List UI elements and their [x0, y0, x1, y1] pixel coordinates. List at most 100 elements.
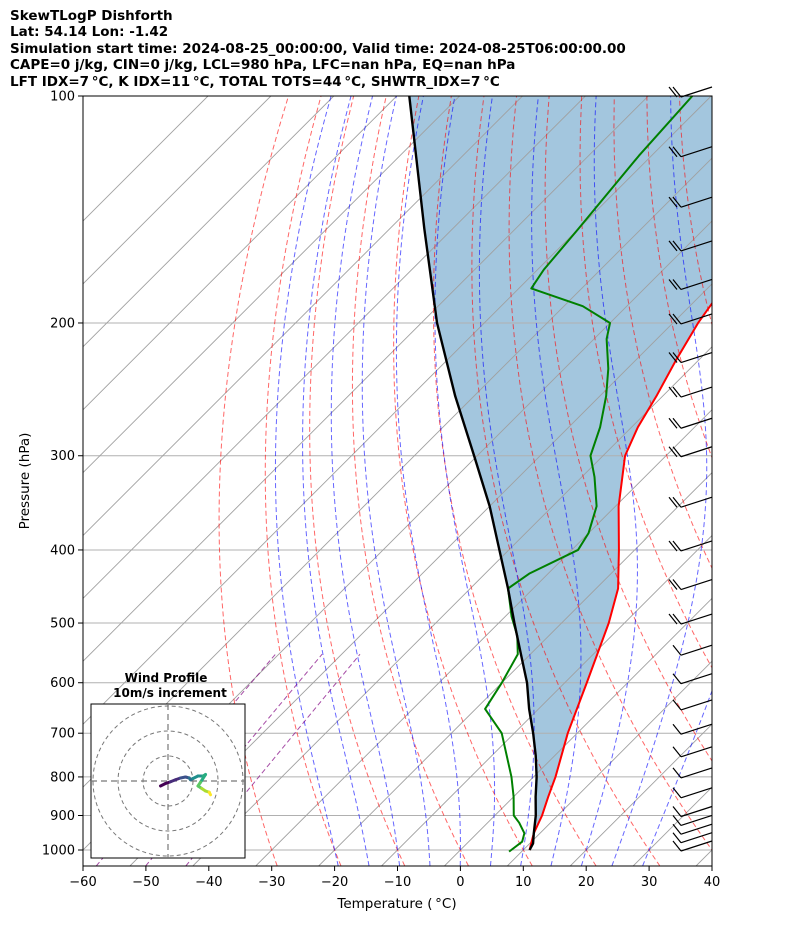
- isotherm: [569, 723, 712, 866]
- barb-feather: [672, 787, 682, 799]
- x-tick-label: 0: [456, 875, 464, 890]
- y-tick-label: 600: [50, 676, 75, 691]
- wind-barb: [668, 446, 713, 458]
- isotherm: [83, 96, 335, 348]
- barb-shaft: [680, 723, 713, 735]
- y-tick-label: 700: [50, 727, 75, 742]
- x-tick-label: −50: [132, 875, 159, 890]
- hodograph-plot: [91, 704, 245, 858]
- barb-feather: [668, 386, 678, 398]
- wind-barb: [672, 832, 713, 844]
- wind-barb: [668, 540, 713, 552]
- y-tick-label: 1000: [42, 844, 75, 859]
- barb-shaft: [680, 196, 713, 208]
- barb-feather: [668, 352, 678, 363]
- barb-shaft: [680, 644, 713, 656]
- dry-adiabat: [264, 96, 342, 866]
- barb-feather: [672, 806, 682, 817]
- barb-feather: [672, 840, 682, 852]
- wind-barb: [668, 196, 713, 208]
- index-line: LFT IDX=7 °C, K IDX=11 °C, TOTAL TOTS=44…: [10, 73, 500, 90]
- chart-title: SkewTLogP Dishforth: [10, 8, 173, 24]
- barb-shaft: [680, 496, 713, 508]
- barb-shaft: [680, 832, 713, 844]
- dry-adiabat: [745, 96, 794, 866]
- x-tick-label: −10: [384, 875, 411, 890]
- y-tick-label: 400: [50, 543, 75, 558]
- barb-feather: [672, 417, 682, 429]
- wind-barb: [668, 578, 713, 591]
- isotherm: [318, 471, 712, 866]
- moist-adiabat: [580, 96, 638, 866]
- x-tick-label: 30: [641, 875, 658, 890]
- barb-feather: [668, 86, 678, 98]
- barb-feather: [672, 240, 682, 252]
- barb-feather: [672, 386, 682, 398]
- hodograph-ring: [117, 730, 219, 832]
- location-line: Lat: 54.14 Lon: -1.42: [10, 24, 169, 41]
- barb-feather: [672, 579, 682, 590]
- barb-shaft: [680, 699, 713, 711]
- dry-adiabat: [711, 96, 712, 103]
- moist-adiabat: [302, 96, 370, 866]
- wind-barb: [668, 240, 713, 252]
- wind-barb: [672, 699, 713, 711]
- barb-shaft: [680, 673, 713, 685]
- barb-shaft: [680, 540, 713, 552]
- isotherm: [83, 96, 649, 662]
- barb-feather: [668, 417, 678, 429]
- wind-barb: [672, 814, 713, 827]
- barb-feather: [672, 313, 682, 325]
- isotherm: [192, 346, 712, 866]
- barb-shaft: [680, 814, 713, 827]
- dry-adiabat: [544, 96, 712, 762]
- dry-adiabat: [351, 96, 469, 866]
- barb-shaft: [680, 351, 713, 364]
- barb-shaft: [680, 417, 713, 429]
- isotherm: [83, 96, 586, 600]
- dry-adiabat: [218, 96, 289, 866]
- hodograph-title: Wind Profile: [125, 671, 208, 685]
- barb-shaft: [680, 446, 713, 458]
- barb-shaft: [680, 823, 713, 835]
- barb-feather: [672, 86, 682, 98]
- cape-line: CAPE=0 j/kg, CIN=0 j/kg, LCL=980 hPa, LF…: [10, 57, 516, 74]
- isotherm: [83, 96, 460, 474]
- isotherm: [83, 96, 272, 285]
- x-tick-label: −60: [69, 875, 96, 890]
- y-axis-label: Pressure (hPa): [17, 433, 33, 530]
- barb-feather: [672, 746, 682, 758]
- barb-feather: [672, 673, 682, 685]
- barb-feather: [672, 613, 682, 625]
- wind-barb: [668, 613, 713, 625]
- dry-adiabat: [777, 96, 794, 866]
- x-tick-label: 40: [704, 875, 721, 890]
- hodograph-segment: [199, 773, 207, 784]
- dewpoint-line: [484, 96, 694, 853]
- barb-feather: [668, 313, 678, 325]
- wind-barb: [668, 386, 713, 398]
- barb-feather: [672, 279, 682, 290]
- isotherm: [83, 96, 523, 537]
- barb-feather: [668, 279, 678, 290]
- barb-feather: [668, 613, 678, 625]
- wind-barb: [672, 787, 713, 799]
- barb-feather: [672, 767, 682, 779]
- reference-lines: [95, 96, 794, 866]
- wind-barb: [672, 823, 713, 835]
- barb-feather: [672, 815, 682, 826]
- wind-barb: [668, 496, 713, 508]
- barb-feather: [668, 540, 678, 552]
- barb-shaft: [680, 578, 713, 591]
- isotherm: [444, 597, 712, 866]
- dry-adiabat: [309, 96, 406, 866]
- wind-barb: [672, 673, 713, 685]
- barb-feather: [672, 446, 682, 458]
- barb-feather: [672, 196, 682, 208]
- y-tick-label: 800: [50, 770, 75, 785]
- x-tick-label: 20: [578, 875, 595, 890]
- barb-feather: [672, 540, 682, 552]
- barb-shaft: [680, 386, 713, 398]
- dry-adiabat: [393, 96, 533, 866]
- barb-shaft: [680, 787, 713, 799]
